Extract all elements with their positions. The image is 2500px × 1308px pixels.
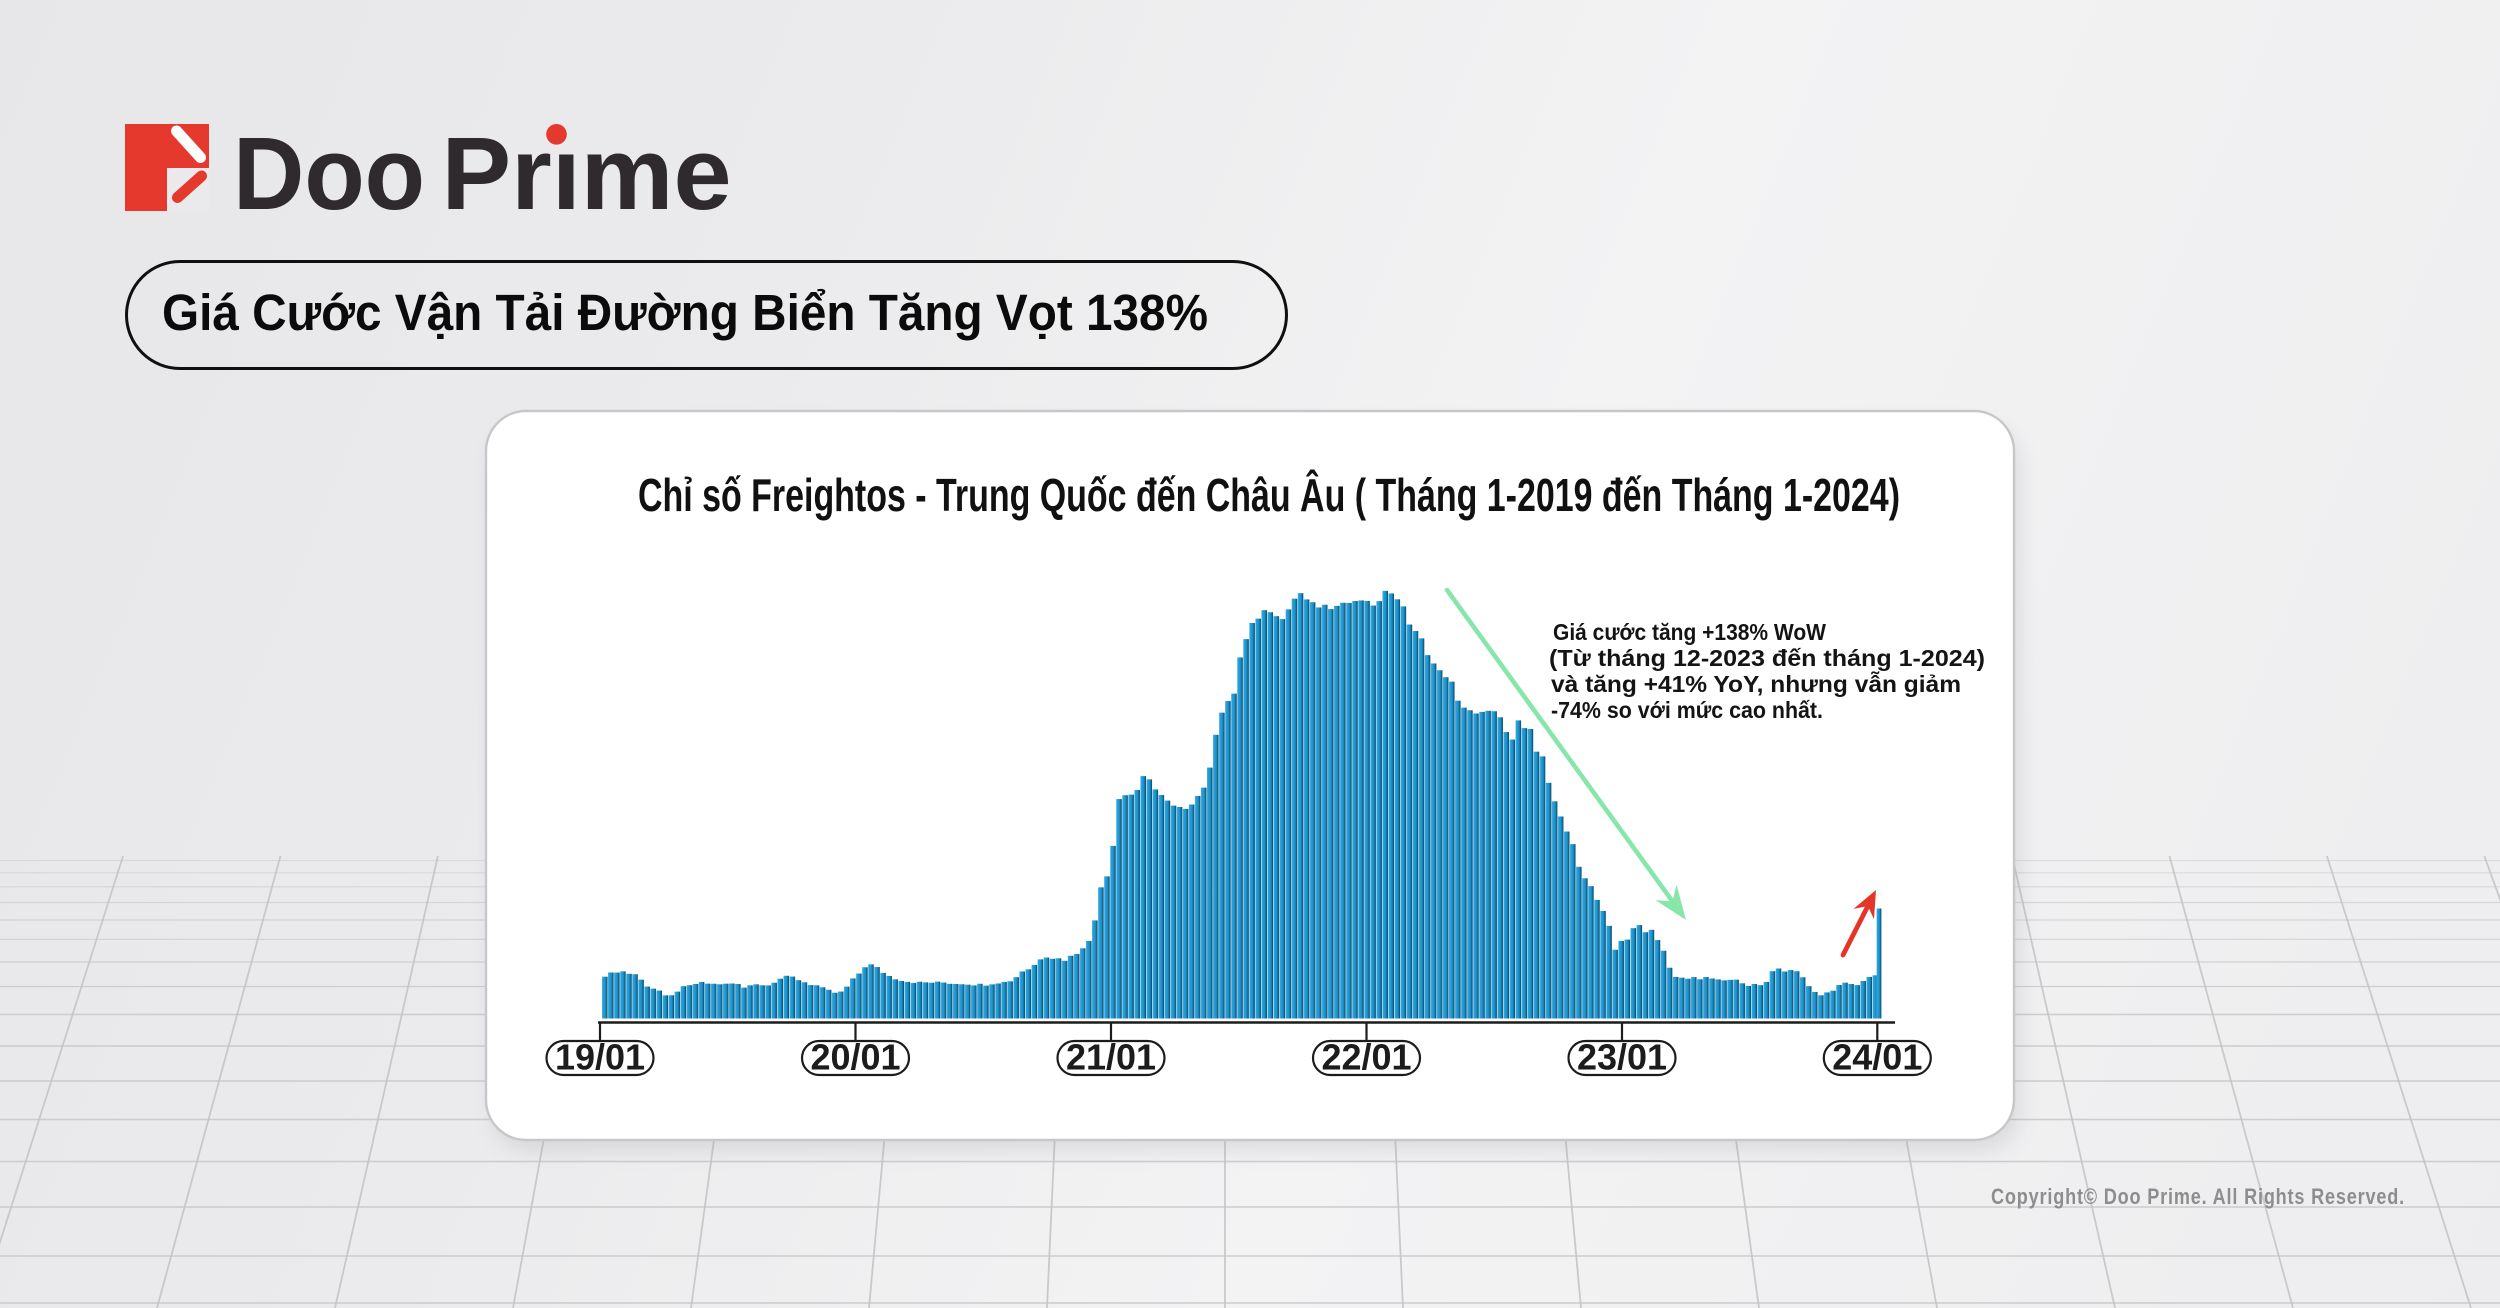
svg-text:và tăng +41% YoY, nhưng vẫn gi: và tăng +41% YoY, nhưng vẫn giảm [1551, 670, 1961, 697]
svg-text:Copyright© Doo Prime. All Righ: Copyright© Doo Prime. All Rights Reserve… [1991, 1184, 2405, 1209]
svg-text:23/01: 23/01 [1577, 1037, 1667, 1078]
svg-text:Chỉ số Freightos - Trung Quốc: Chỉ số Freightos - Trung Quốc đến Châu Â… [638, 469, 1900, 521]
svg-text:Doo: Doo [233, 116, 425, 231]
svg-text:-74% so với mức cao nhất.: -74% so với mức cao nhất. [1551, 697, 1823, 723]
svg-text:24/01: 24/01 [1832, 1037, 1922, 1078]
svg-text:20/01: 20/01 [810, 1037, 900, 1078]
svg-text:22/01: 22/01 [1321, 1037, 1411, 1078]
svg-text:(Từ tháng 12-2023 đến tháng 1-: (Từ tháng 12-2023 đến tháng 1-2024) [1549, 645, 1985, 671]
svg-text:Giá cước tăng +138% WoW: Giá cước tăng +138% WoW [1553, 619, 1826, 645]
svg-text:Giá Cước Vận Tải Đường Biển Tă: Giá Cước Vận Tải Đường Biển Tăng Vọt 138… [162, 284, 1208, 341]
svg-text:Prıme: Prıme [442, 116, 732, 231]
svg-text:19/01: 19/01 [555, 1037, 645, 1078]
svg-text:21/01: 21/01 [1066, 1037, 1156, 1078]
